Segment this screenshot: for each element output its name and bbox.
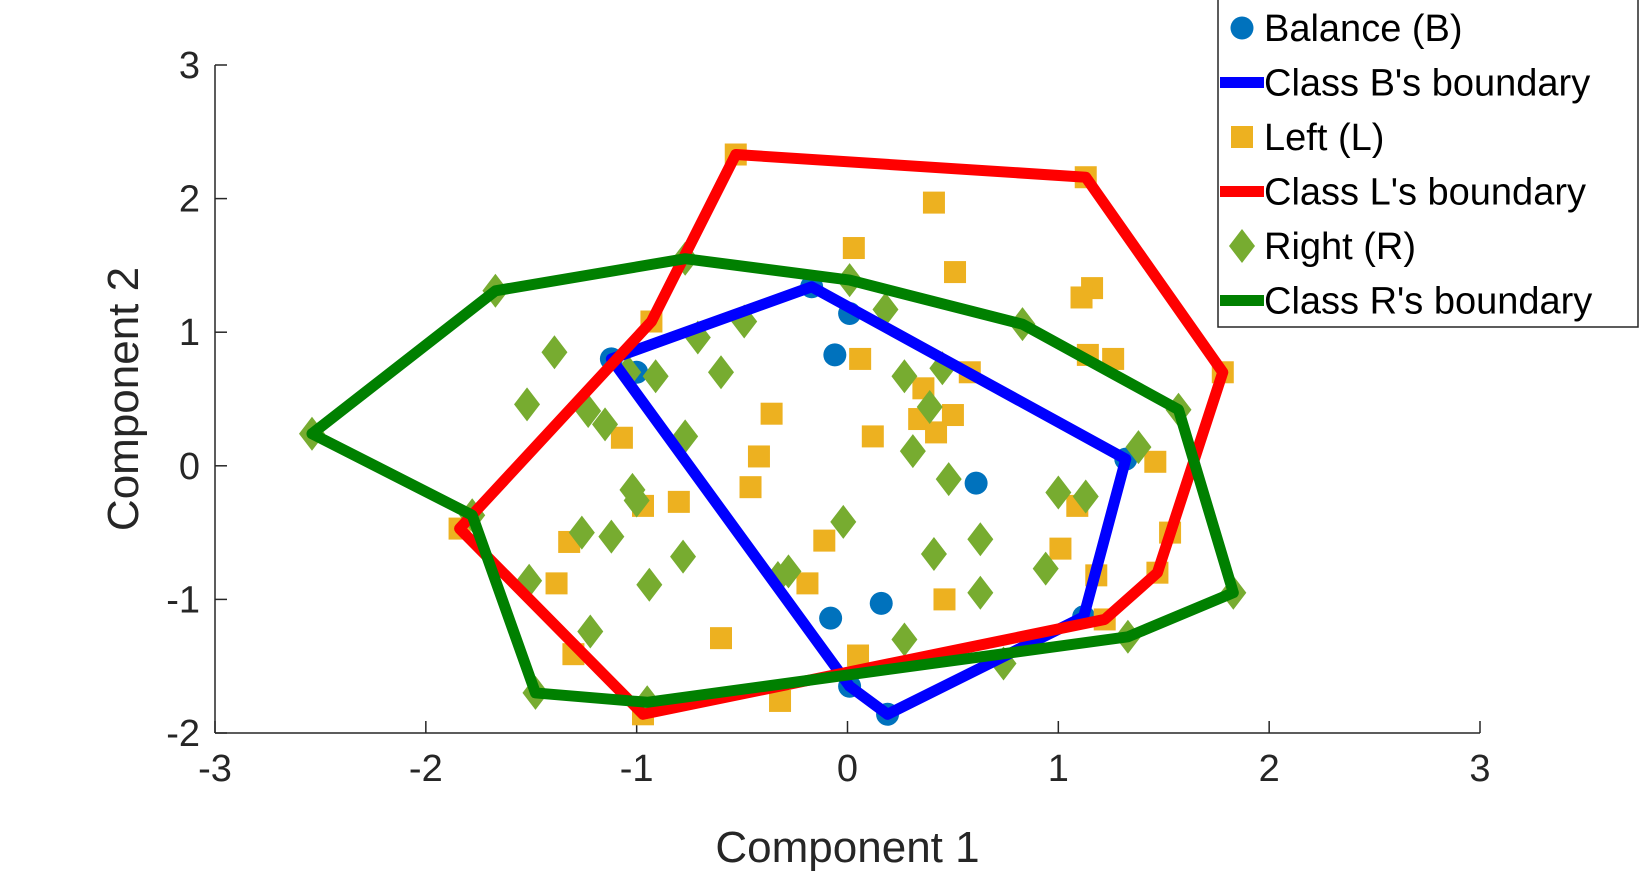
data-point bbox=[891, 622, 918, 657]
data-point bbox=[933, 588, 956, 611]
legend-item: Class L's boundary bbox=[1220, 172, 1586, 214]
data-point bbox=[964, 471, 988, 495]
data-point bbox=[667, 490, 690, 513]
legend-item: Balance (B) bbox=[1230, 8, 1463, 50]
data-point bbox=[598, 519, 625, 554]
y-tick-label: 3 bbox=[179, 45, 200, 87]
data-point bbox=[610, 426, 633, 449]
y-axis-label: Component 2 bbox=[99, 267, 148, 531]
series-5 bbox=[306, 253, 1239, 708]
series-1 bbox=[605, 281, 1132, 720]
data-point bbox=[1144, 450, 1167, 473]
data-point bbox=[577, 614, 604, 649]
series-3 bbox=[454, 149, 1229, 720]
data-point bbox=[861, 425, 884, 448]
legend-label: Class B's boundary bbox=[1264, 63, 1590, 105]
data-point bbox=[922, 191, 945, 214]
data-point bbox=[849, 347, 872, 370]
data-point bbox=[941, 404, 964, 427]
data-point bbox=[925, 421, 948, 444]
data-point bbox=[1049, 537, 1072, 560]
boundary-line bbox=[605, 281, 1132, 720]
plot-area bbox=[298, 143, 1247, 726]
x-tick-label: 3 bbox=[1469, 748, 1490, 790]
y-tick-label: -1 bbox=[166, 579, 200, 621]
data-point bbox=[760, 402, 783, 425]
data-point bbox=[769, 689, 792, 712]
x-tick-label: 0 bbox=[837, 748, 858, 790]
legend-marker bbox=[1229, 229, 1255, 263]
boundary-line bbox=[454, 149, 1229, 720]
data-point bbox=[967, 575, 994, 610]
data-point bbox=[545, 572, 568, 595]
data-point bbox=[967, 522, 994, 557]
y-tick-label: 2 bbox=[179, 179, 200, 221]
data-point bbox=[1045, 475, 1072, 510]
data-point bbox=[813, 529, 836, 552]
data-point bbox=[541, 335, 568, 370]
legend-item: Class B's boundary bbox=[1220, 63, 1590, 105]
data-point bbox=[796, 572, 819, 595]
data-point bbox=[916, 390, 943, 425]
data-point bbox=[568, 515, 595, 550]
x-tick-label: 2 bbox=[1259, 748, 1280, 790]
data-point bbox=[642, 359, 669, 394]
series-4 bbox=[298, 241, 1247, 720]
axes bbox=[214, 64, 1481, 734]
data-point bbox=[842, 237, 865, 260]
data-point bbox=[592, 407, 619, 442]
data-point bbox=[1102, 347, 1125, 370]
y-tick-label: 0 bbox=[179, 446, 200, 488]
data-point bbox=[710, 627, 732, 650]
data-point bbox=[514, 387, 541, 422]
data-point bbox=[899, 434, 926, 469]
legend-label: Class R's boundary bbox=[1264, 281, 1592, 323]
legend-label: Left (L) bbox=[1264, 117, 1384, 159]
legend-label: Class L's boundary bbox=[1264, 172, 1586, 214]
data-point bbox=[847, 644, 870, 667]
y-tick-label: -2 bbox=[166, 713, 200, 755]
x-tick-label: 1 bbox=[1048, 748, 1069, 790]
data-point bbox=[819, 606, 843, 630]
data-point bbox=[623, 483, 650, 518]
data-point bbox=[830, 504, 857, 539]
x-tick-label: -3 bbox=[198, 748, 232, 790]
legend-label: Right (R) bbox=[1264, 226, 1416, 268]
data-point bbox=[1125, 430, 1152, 465]
data-point bbox=[944, 261, 967, 284]
data-point bbox=[708, 355, 734, 390]
legend-item: Left (L) bbox=[1231, 117, 1384, 159]
x-axis-label: Component 1 bbox=[715, 823, 979, 872]
data-point bbox=[920, 536, 947, 571]
data-point bbox=[1070, 286, 1093, 309]
legend-box bbox=[1217, 0, 1639, 328]
legend-label: Balance (B) bbox=[1264, 8, 1463, 50]
data-point bbox=[747, 445, 770, 468]
x-tick-label: -2 bbox=[409, 748, 443, 790]
legend-marker bbox=[1231, 126, 1253, 148]
legend: Balance (B) Class B's boundary Left (L) Cla… bbox=[1217, 0, 1639, 328]
boundary-line bbox=[306, 253, 1239, 708]
legend-item: Class R's boundary bbox=[1220, 281, 1592, 323]
legend-item: Right (R) bbox=[1229, 226, 1416, 268]
data-point bbox=[823, 343, 847, 367]
data-point bbox=[935, 462, 962, 497]
legend-marker bbox=[1230, 16, 1254, 40]
y-tick-label: 1 bbox=[179, 312, 200, 354]
data-point bbox=[636, 567, 663, 602]
x-tick-label: -1 bbox=[620, 748, 654, 790]
data-point bbox=[670, 539, 697, 574]
data-point bbox=[869, 591, 893, 615]
data-point bbox=[739, 476, 762, 499]
data-point bbox=[891, 359, 918, 394]
data-point bbox=[1032, 551, 1059, 586]
data-point bbox=[1072, 479, 1099, 514]
